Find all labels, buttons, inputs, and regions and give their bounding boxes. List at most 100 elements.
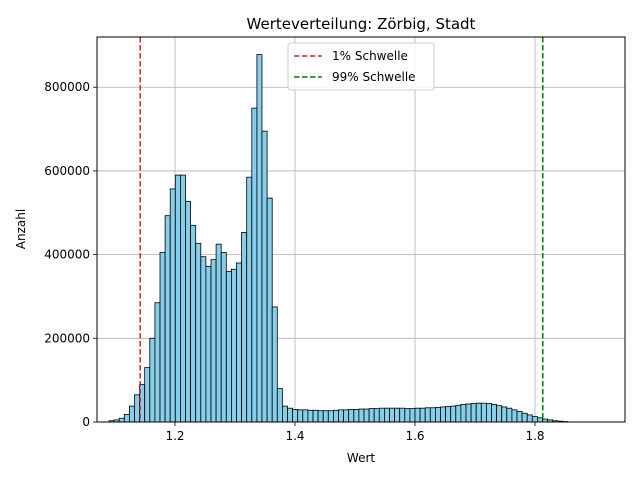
- histogram-bar: [302, 409, 309, 423]
- histogram-bar: [496, 405, 503, 423]
- histogram-bar: [159, 252, 166, 423]
- histogram-bar: [261, 130, 268, 423]
- histogram-bar: [118, 417, 125, 423]
- histogram-bar: [297, 409, 304, 423]
- threshold-lines: [139, 37, 544, 422]
- histogram-bar: [348, 409, 355, 423]
- histogram-bar: [363, 408, 370, 423]
- histogram-bar: [251, 107, 258, 423]
- histogram-bar: [332, 409, 339, 423]
- histogram-bar: [292, 409, 299, 423]
- legend-label-99pct: 99% Schwelle: [332, 70, 416, 84]
- histogram-bar: [190, 224, 197, 423]
- histogram-bar: [220, 252, 227, 423]
- x-tick-label: 1.2: [165, 429, 184, 443]
- histogram-bar: [485, 403, 492, 423]
- y-tick-label: 800000: [44, 80, 90, 94]
- histogram-bar: [450, 405, 457, 423]
- histogram-bar: [373, 408, 380, 423]
- x-tick-label: 1.6: [405, 429, 424, 443]
- histogram-bar: [389, 407, 395, 423]
- histogram-bar: [531, 416, 538, 423]
- histogram-bars: [108, 54, 569, 423]
- histogram-bar: [169, 188, 176, 423]
- histogram-bar: [501, 406, 508, 423]
- chart-title: Werteverteilung: Zörbig, Stadt: [247, 15, 476, 33]
- x-tick-label: 1.8: [525, 429, 544, 443]
- histogram-bar: [179, 174, 186, 423]
- histogram-bar: [429, 407, 436, 423]
- histogram-bar: [174, 174, 181, 423]
- histogram-bar: [195, 242, 202, 423]
- histogram-bar: [455, 404, 462, 423]
- histogram-bar: [123, 414, 130, 423]
- histogram-bar: [475, 402, 482, 423]
- histogram-bar: [144, 367, 151, 423]
- histogram-bar: [322, 410, 329, 423]
- histogram-bar: [480, 402, 487, 423]
- histogram-bar: [225, 270, 232, 423]
- histogram-bar: [266, 197, 273, 423]
- histogram-bar: [353, 409, 360, 423]
- histogram-bar: [511, 409, 518, 423]
- histogram-bar: [516, 411, 523, 423]
- histogram-bar: [134, 394, 140, 423]
- legend-box: [287, 42, 435, 91]
- histogram-bar: [205, 265, 212, 423]
- histogram-bar: [419, 407, 426, 423]
- histogram-bar: [154, 302, 161, 423]
- histogram-bar: [368, 408, 375, 423]
- histogram-bar: [414, 407, 421, 423]
- histogram-bar: [215, 243, 222, 423]
- histogram-bar: [409, 408, 416, 423]
- histogram-bar: [343, 409, 350, 423]
- histogram-bar: [460, 404, 467, 423]
- histogram-bar: [246, 176, 253, 423]
- histogram-bar: [185, 201, 191, 423]
- histogram-bar: [307, 409, 314, 423]
- histogram-bar: [312, 409, 319, 423]
- legend-label-1pct: 1% Schwelle: [332, 49, 408, 63]
- histogram-bar: [128, 405, 135, 423]
- histogram-bar: [383, 407, 390, 423]
- y-tick-label: 600000: [44, 164, 90, 178]
- y-axis-ticks: 0 200000 400000 600000 800000: [44, 80, 97, 429]
- histogram-bar: [164, 215, 171, 423]
- histogram-bar: [526, 414, 533, 423]
- histogram-bar: [537, 417, 543, 423]
- histogram-bar: [276, 388, 283, 423]
- histogram-bar: [445, 406, 452, 423]
- histogram-bar: [521, 412, 528, 423]
- y-tick-label: 400000: [44, 248, 90, 262]
- histogram-bar: [281, 405, 288, 423]
- histogram-bar: [399, 407, 406, 423]
- x-axis-label: Wert: [347, 451, 375, 465]
- histogram-bar: [358, 408, 365, 423]
- histogram-bar: [256, 54, 263, 423]
- legend: 1% Schwelle 99% Schwelle: [287, 42, 435, 91]
- histogram-bar: [271, 306, 278, 423]
- histogram-bar: [236, 262, 242, 423]
- plot-frame: [96, 36, 626, 423]
- histogram-bar: [230, 268, 237, 423]
- x-tick-label: 1.4: [285, 429, 304, 443]
- histogram-bar: [378, 407, 385, 423]
- histogram-bar: [394, 407, 401, 423]
- x-axis-ticks: 1.2 1.4 1.6 1.8: [165, 422, 545, 443]
- histogram-bar: [434, 406, 441, 423]
- histogram-bar: [210, 259, 217, 423]
- histogram-bar: [317, 410, 324, 423]
- histogram-bar: [506, 407, 513, 423]
- histogram-bar: [287, 407, 293, 423]
- histogram-bar: [338, 409, 344, 423]
- histogram-bar: [440, 406, 446, 423]
- y-tick-label: 200000: [44, 331, 90, 345]
- histogram-bar: [465, 403, 472, 423]
- histogram-bar: [424, 407, 431, 423]
- histogram-bar: [491, 404, 497, 423]
- histogram-bar: [149, 337, 156, 423]
- histogram-bar: [327, 410, 334, 423]
- histogram-bar: [404, 408, 411, 423]
- histogram-bar: [200, 256, 207, 423]
